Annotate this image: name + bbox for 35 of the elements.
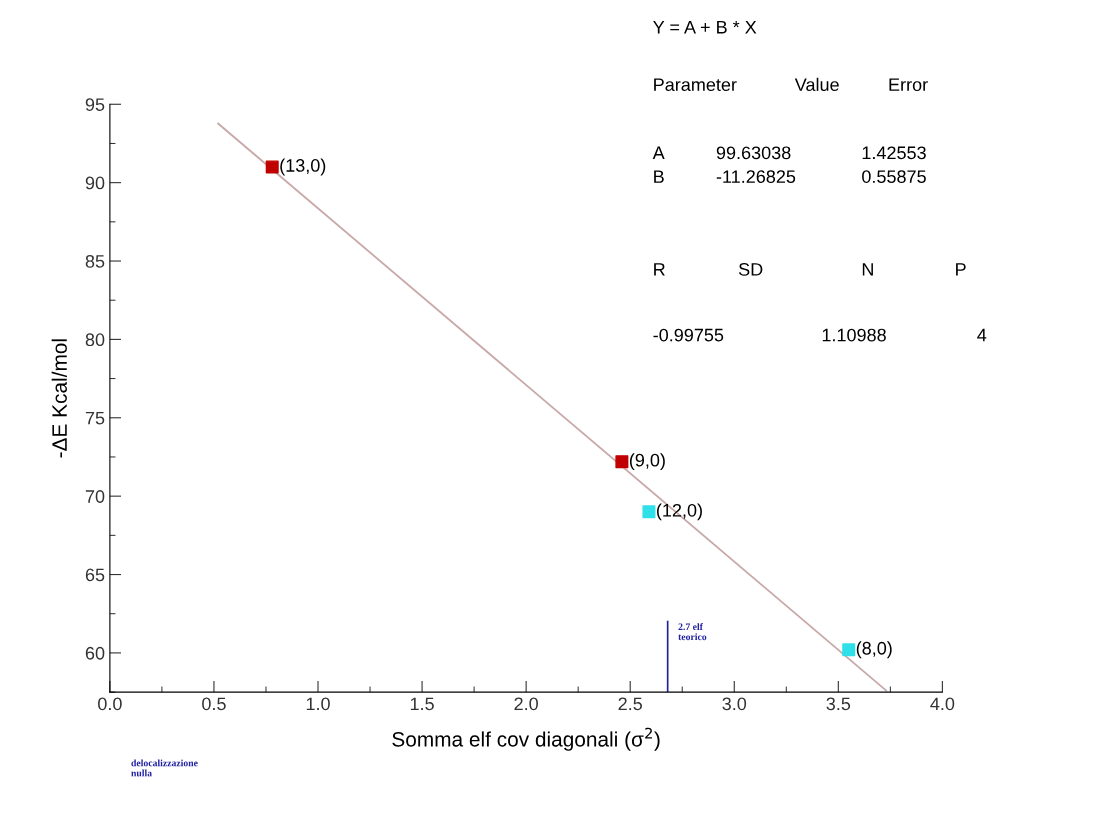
x-tick-label: 1.0: [306, 697, 330, 711]
y-tick-label: 95: [85, 98, 105, 111]
y-tick-label: 60: [85, 646, 105, 660]
x-tick-label: 2.0: [514, 697, 538, 711]
point: [642, 505, 656, 519]
y-tick-label: 70: [85, 490, 105, 503]
ref-line-label: 2.7 elf teorico: [678, 623, 707, 641]
x-tick-label: 0.0: [98, 697, 122, 711]
x-tick-label: 2.5: [618, 697, 642, 711]
text: delocalizzazione nulla: [131, 759, 198, 777]
y-tick-label: 65: [85, 568, 105, 582]
annotation: (13,0): [280, 158, 326, 176]
x-tick-label: 0.5: [202, 697, 226, 711]
y-tick-label: 90: [85, 176, 105, 190]
x-tick-label: 3.5: [826, 697, 851, 711]
point: [265, 160, 279, 174]
x-tick-label: 3.0: [722, 697, 747, 711]
text: A 99.63038 1.42553: [652, 146, 926, 160]
text: Parameter Value Error: [654, 77, 928, 92]
text: B -11.26825 0.55875: [654, 170, 926, 183]
text: -0.99755 1.10988 4: [653, 328, 987, 342]
annotation: (12,0): [657, 503, 702, 521]
text: R SD N P: [654, 262, 966, 276]
point: [842, 643, 856, 657]
x-tick-label: 1.5: [410, 697, 434, 711]
x-axis-title: Somma elf cov diagonali (σ$^{2}$): [392, 727, 660, 751]
y-tick-label: 85: [85, 254, 105, 268]
annotation: (8,0): [856, 641, 892, 659]
y-tick-label: 75: [85, 411, 105, 425]
point: [615, 455, 629, 469]
annotation: (9,0): [629, 453, 665, 471]
y-tick-label: 80: [85, 333, 105, 347]
x-tick-label: 4.0: [930, 697, 955, 711]
y-axis-title: -ΔE Kcal/mol: [51, 339, 67, 458]
text: Y = A + B * X: [653, 20, 757, 34]
